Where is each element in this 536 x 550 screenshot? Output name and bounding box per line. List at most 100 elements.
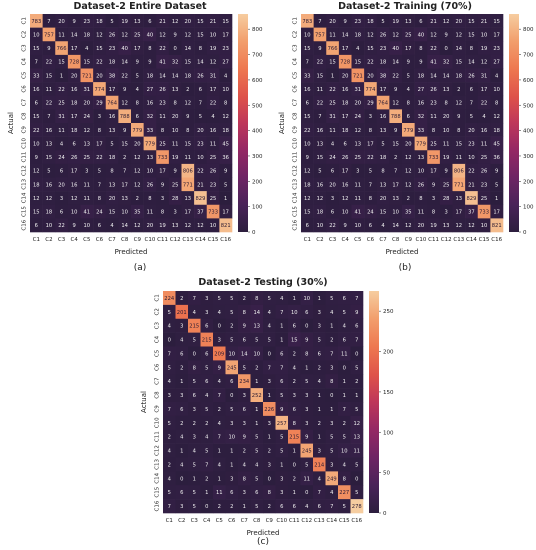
cell-value-label: 9 [318, 46, 321, 52]
cell-value-label: 26 [430, 87, 437, 93]
cell-value-label: 10 [197, 155, 204, 161]
heatmap-cell [213, 457, 226, 472]
heatmap-cell [313, 388, 326, 403]
heatmap-cell [364, 82, 378, 97]
cell-value-label: 8 [419, 196, 422, 202]
colorbar-tick-label: 700 [523, 53, 534, 59]
x-tick-label: C2 [178, 518, 185, 524]
heatmap-cell [105, 109, 119, 124]
heatmap-cell [490, 218, 504, 233]
heatmap-cell [275, 360, 289, 375]
heatmap-cell [477, 123, 491, 137]
cell-value-label: 10 [493, 87, 500, 93]
cell-value-label: 829 [466, 196, 476, 202]
cell-value-label: 12 [185, 101, 192, 107]
heatmap-cell [338, 443, 351, 458]
cell-value-label: 1 [293, 490, 296, 496]
y-tick-label: C10 [155, 417, 161, 428]
heatmap-cell [338, 429, 351, 444]
heatmap-cell [200, 471, 214, 486]
heatmap-cell [326, 123, 340, 137]
cell-value-label: 14 [241, 351, 248, 357]
chart-title: Dataset-2 Entire Dataset [73, 1, 207, 12]
heatmap-cell [402, 218, 415, 233]
heatmap-cell [477, 14, 491, 28]
cell-value-label: 21 [481, 19, 488, 25]
heatmap-cell [194, 68, 208, 83]
cell-value-label: 10 [228, 435, 235, 441]
cell-value-label: 40 [121, 46, 128, 52]
cell-value-label: 12 [121, 101, 128, 107]
heatmap-cell [452, 54, 466, 69]
heatmap-cell [338, 54, 352, 69]
heatmap-cell [105, 82, 119, 97]
cell-value-label: 14 [392, 60, 399, 66]
cell-value-label: 17 [342, 169, 349, 175]
x-tick-label: C2 [316, 237, 323, 243]
heatmap-cell [238, 415, 251, 431]
x-tick-label: C9 [405, 237, 413, 243]
cell-value-label: 6 [180, 490, 183, 496]
cell-value-label: 6 [318, 351, 321, 357]
cell-value-label: 13 [405, 19, 412, 25]
heatmap-cell [376, 218, 390, 233]
heatmap-cell [364, 191, 378, 206]
heatmap-cell [80, 95, 94, 110]
cell-value-label: 20 [58, 19, 65, 25]
colorbar [238, 14, 248, 232]
heatmap-cell [313, 163, 327, 178]
cell-value-label: 6 [98, 223, 101, 229]
x-axis-label: Predicted [386, 248, 419, 256]
cell-value-label: 214 [314, 462, 325, 468]
cell-value-label: 31 [355, 87, 362, 93]
cell-value-label: 19 [392, 19, 399, 25]
heatmap-cell [389, 14, 403, 28]
cell-value-label: 35 [405, 210, 412, 216]
cell-value-label: 19 [172, 155, 179, 161]
heatmap-cell [118, 95, 132, 110]
cell-value-label: 22 [304, 128, 311, 134]
cell-value-label: 5 [369, 169, 372, 175]
y-tick-label: C11 [293, 152, 299, 163]
cell-value-label: 5 [318, 169, 321, 175]
cell-value-label: 15 [109, 210, 116, 216]
cell-value-label: 9 [344, 19, 347, 25]
cell-value-label: 2 [180, 296, 183, 302]
cell-value-label: 5 [305, 462, 308, 468]
heatmap-cell [452, 177, 466, 192]
heatmap-cell [326, 27, 340, 42]
heatmap-cell [263, 291, 276, 306]
heatmap-cell [219, 54, 233, 69]
heatmap-cell [206, 27, 220, 42]
heatmap-cell [55, 27, 69, 42]
cell-value-label: 6 [293, 504, 296, 510]
cell-value-label: 26 [342, 155, 349, 161]
cell-value-label: 11 [84, 196, 91, 202]
cell-value-label: 9 [306, 155, 309, 161]
heatmap-cell [175, 471, 189, 486]
cell-value-label: 22 [159, 46, 166, 52]
heatmap-cell [105, 68, 119, 83]
cell-value-label: 733 [479, 210, 489, 216]
cell-value-label: 19 [430, 223, 437, 229]
cell-value-label: 10 [228, 351, 235, 357]
heatmap-cell [194, 136, 208, 151]
heatmap-cell [175, 443, 189, 458]
cell-value-label: 9 [394, 128, 397, 134]
cell-value-label: 3 [268, 379, 271, 385]
heatmap-cell [118, 136, 132, 151]
cell-value-label: 3 [330, 421, 333, 427]
heatmap-cell [263, 360, 276, 375]
heatmap-cell [414, 177, 428, 192]
cell-value-label: 21 [468, 182, 475, 188]
cell-value-label: 1 [255, 421, 258, 427]
heatmap-cell [194, 82, 208, 97]
heatmap-cell [163, 471, 176, 486]
heatmap-cell [465, 150, 479, 165]
heatmap-cell [118, 163, 132, 178]
cell-value-label: 6 [205, 324, 208, 330]
heatmap-cell [452, 27, 466, 42]
cell-value-label: 26 [147, 182, 154, 188]
cell-value-label: 19 [159, 223, 166, 229]
heatmap-cell [80, 150, 94, 165]
